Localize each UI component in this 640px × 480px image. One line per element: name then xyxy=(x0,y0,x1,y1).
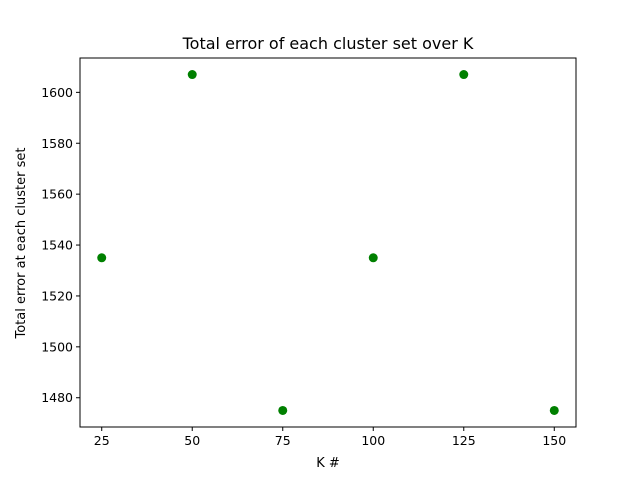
y-tick-label: 1560 xyxy=(41,187,73,202)
x-tick-label: 125 xyxy=(452,433,476,448)
plot-frame xyxy=(79,57,577,428)
y-tick-label: 1520 xyxy=(41,288,73,303)
x-tick-label: 100 xyxy=(361,433,385,448)
y-axis: 1480 1500 1520 1540 1560 1580 1600 xyxy=(41,85,80,405)
x-axis-label: K # xyxy=(316,456,340,471)
y-axis-label: Total error at each cluster set xyxy=(14,148,29,340)
data-point xyxy=(368,253,378,263)
x-axis: 25 50 75 100 125 150 xyxy=(94,427,566,448)
y-tick-label: 1500 xyxy=(41,339,73,354)
plot-area xyxy=(79,57,577,428)
y-tick-label: 1580 xyxy=(41,136,73,151)
data-points xyxy=(97,70,559,415)
y-tick-label: 1600 xyxy=(41,85,73,100)
x-tick-label: 75 xyxy=(275,433,291,448)
x-tick-label: 150 xyxy=(542,433,566,448)
x-tick-label: 25 xyxy=(94,433,110,448)
x-tick-label: 50 xyxy=(184,433,200,448)
y-tick-label: 1480 xyxy=(41,390,73,405)
data-point xyxy=(187,70,197,80)
data-point xyxy=(549,405,559,415)
y-tick-label: 1540 xyxy=(41,238,73,253)
data-point xyxy=(278,405,288,415)
data-point xyxy=(97,253,107,263)
chart-title: Total error of each cluster set over K xyxy=(182,34,474,53)
data-point xyxy=(459,70,469,80)
